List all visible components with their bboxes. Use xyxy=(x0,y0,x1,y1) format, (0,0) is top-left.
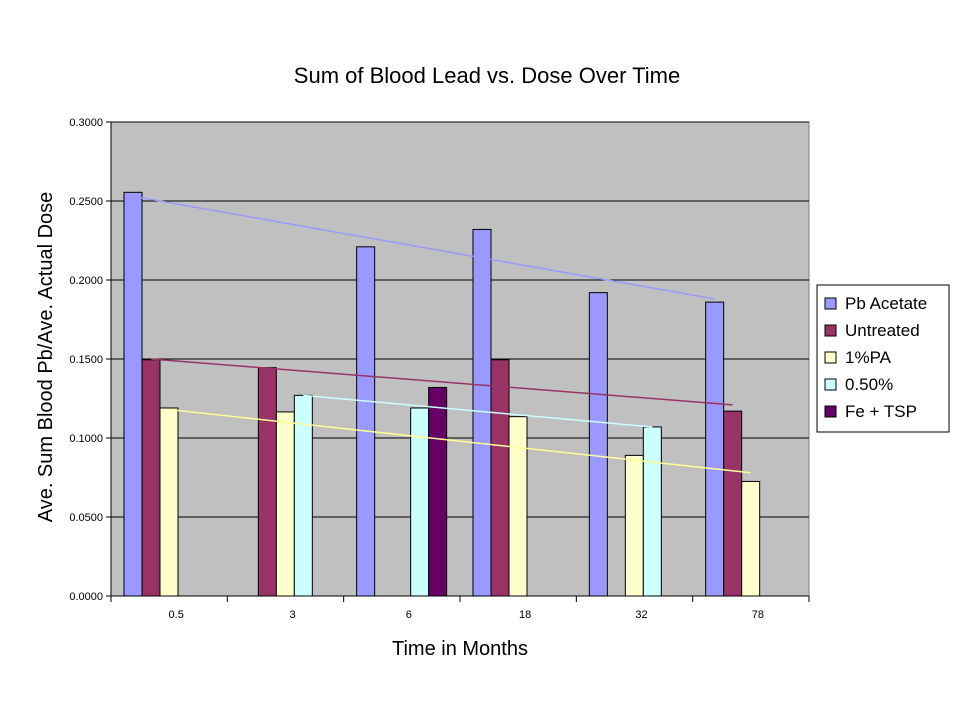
legend-swatch xyxy=(824,324,837,337)
y-axis-title: Ave. Sum Blood Pb/Ave. Actual Dose xyxy=(35,192,57,523)
x-tick-label: 78 xyxy=(752,609,764,621)
bar xyxy=(705,301,725,597)
legend-box xyxy=(816,284,950,433)
y-tick-label: 0.1500 xyxy=(69,354,103,366)
x-tick-label: 32 xyxy=(635,609,647,621)
x-tick-label: 6 xyxy=(406,609,412,621)
y-tick-label: 0.2500 xyxy=(69,196,103,208)
x-tick-label: 18 xyxy=(519,609,531,621)
bar xyxy=(275,411,295,597)
bar xyxy=(741,480,761,597)
x-axis-ticks: 0.5 3 6 18 32 78 xyxy=(110,595,810,621)
bars xyxy=(123,191,761,597)
bar xyxy=(159,407,179,597)
bar xyxy=(723,410,743,597)
y-tick-label: 0.0000 xyxy=(69,591,103,603)
legend-swatch xyxy=(824,351,837,364)
bar xyxy=(428,386,448,597)
bar xyxy=(123,191,143,597)
legend-label: Pb Acetate xyxy=(845,294,927,313)
bar xyxy=(257,367,277,597)
legend-swatch xyxy=(824,405,837,418)
legend: Pb Acetate Untreated 1%PA 0.50% Fe + TSP xyxy=(816,284,950,433)
bar xyxy=(624,454,644,597)
bar xyxy=(490,359,510,597)
x-tick-label: 3 xyxy=(289,609,295,621)
x-tick-label: 0.5 xyxy=(169,609,184,621)
y-tick-label: 0.2000 xyxy=(69,275,103,287)
legend-label: 0.50% xyxy=(845,375,893,394)
y-tick-label: 0.0500 xyxy=(69,512,103,524)
trendline xyxy=(303,394,653,428)
y-axis-ticks: 0.0000 0.0500 0.1000 0.1500 0.2000 0.2500 0.30… xyxy=(69,117,112,603)
trendline xyxy=(150,358,733,406)
chart-title: Sum of Blood Lead vs. Dose Over Time xyxy=(294,63,680,88)
trendlines xyxy=(132,195,751,474)
bar xyxy=(508,416,528,597)
legend-swatch xyxy=(824,297,837,310)
y-tick-label: 0.1000 xyxy=(69,433,103,445)
legend-label: 1%PA xyxy=(845,348,892,367)
bar xyxy=(588,292,608,597)
y-tick-label: 0.3000 xyxy=(69,117,103,129)
legend-swatch xyxy=(824,378,837,391)
x-axis-title: Time in Months xyxy=(392,638,528,660)
bar xyxy=(642,426,662,597)
legend-label: Untreated xyxy=(845,321,920,340)
bar xyxy=(356,246,376,597)
trendline xyxy=(168,408,751,474)
legend-label: Fe + TSP xyxy=(845,402,917,421)
bar xyxy=(141,359,161,597)
trendline xyxy=(132,195,715,300)
